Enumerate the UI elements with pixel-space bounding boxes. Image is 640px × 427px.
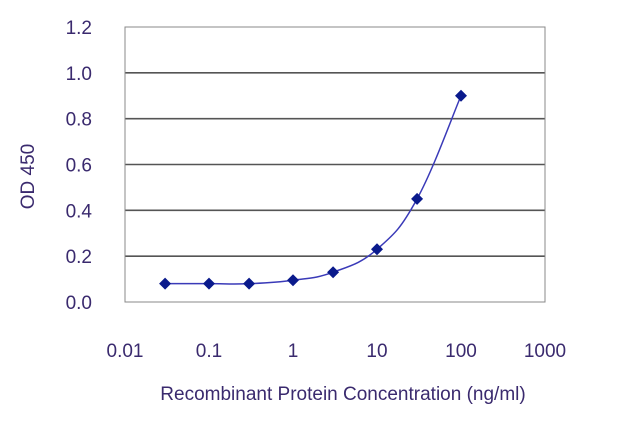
x-tick-label: 1	[288, 341, 299, 362]
data-point	[243, 277, 256, 290]
plot-frame	[124, 26, 546, 303]
x-tick-labels: 0.01 0.1 1 10 100 1000	[107, 341, 567, 362]
series-layer	[159, 89, 467, 290]
y-tick-label: 0.6	[66, 156, 92, 177]
y-tick-label: 0.0	[66, 293, 92, 314]
y-tick-label: 1.0	[66, 64, 92, 85]
x-tick-label: 0.01	[107, 341, 144, 362]
x-tick-label: 100	[445, 341, 477, 362]
data-point	[327, 266, 340, 279]
data-point	[287, 274, 299, 287]
data-point	[159, 277, 172, 290]
x-tick-label: 1000	[524, 341, 566, 362]
y-tick-label: 0.8	[66, 110, 92, 131]
y-tick-label: 0.2	[66, 247, 92, 268]
y-tick-labels: 0.0 0.2 0.4 0.6 0.8 1.0 1.2	[66, 18, 93, 314]
data-point	[455, 89, 467, 102]
data-point	[203, 277, 215, 290]
data-point	[371, 243, 383, 256]
x-tick-label: 0.1	[196, 341, 222, 362]
x-tick-label: 10	[366, 341, 387, 362]
y-axis-title: OD 450	[18, 144, 39, 209]
data-point	[411, 192, 424, 205]
grid-lines	[125, 72, 545, 257]
y-tick-label: 1.2	[66, 18, 92, 39]
x-axis-title: Recombinant Protein Concentration (ng/ml…	[160, 384, 525, 405]
y-tick-label: 0.4	[66, 201, 93, 222]
